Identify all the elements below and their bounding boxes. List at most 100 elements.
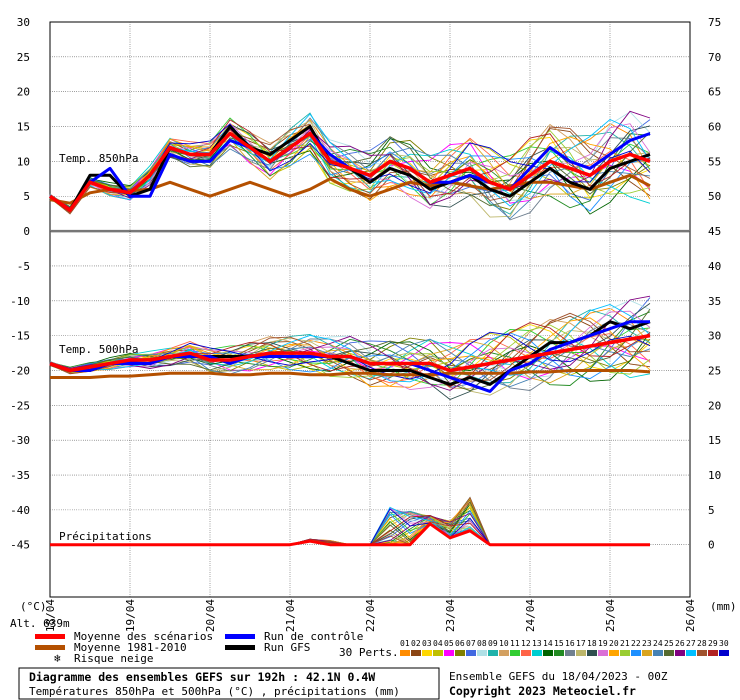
- left-tick-label: -45: [10, 539, 30, 552]
- left-tick-label: -5: [17, 260, 30, 273]
- left-tick-label: -30: [10, 434, 30, 447]
- member-number: 03: [422, 639, 432, 648]
- x-tick-label: 24/04: [524, 599, 537, 632]
- right-tick-label: 65: [708, 86, 721, 99]
- member-number: 11: [510, 639, 520, 648]
- right-tick-label: 20: [708, 399, 721, 412]
- x-tick-label: 20/04: [204, 599, 217, 632]
- member-number: 30: [719, 639, 729, 648]
- member-t500-line: [49, 324, 651, 378]
- legend-control-swatch: [225, 634, 255, 639]
- left-tick-label: 10: [17, 155, 30, 168]
- member-t850-line: [49, 110, 651, 209]
- member-swatch: [477, 650, 487, 656]
- member-number: 25: [664, 639, 674, 648]
- member-swatch: [565, 650, 575, 656]
- member-t500-line: [49, 312, 651, 382]
- member-swatch: [400, 650, 410, 656]
- right-tick-label: 0: [708, 539, 715, 552]
- x-tick-label: 21/04: [284, 599, 297, 632]
- footer-title: Diagramme des ensembles GEFS sur 192h : …: [29, 670, 375, 684]
- grid: [49, 21, 691, 598]
- member-number: 14: [543, 639, 553, 648]
- x-tick-label: 22/04: [364, 599, 377, 632]
- left-tick-label: 5: [23, 190, 30, 203]
- member-number: 12: [521, 639, 531, 648]
- member-number: 23: [642, 639, 652, 648]
- main-series: [48, 125, 651, 547]
- x-tick-label: 19/04: [124, 599, 137, 632]
- member-swatch: [488, 650, 498, 656]
- left-tick-label: -10: [10, 295, 30, 308]
- member-t850-line: [49, 136, 651, 213]
- left-tick-label: 15: [17, 121, 30, 134]
- legend-climo-swatch: [35, 645, 65, 650]
- member-number: 07: [466, 639, 476, 648]
- legend-mean-label: Moyenne des scénarios: [74, 630, 213, 643]
- left-axis-ticks: 30 25 20 15 10 5 0 -5 -10 -15 -20 -25 -30 -35 -40 -45: [10, 16, 30, 552]
- legend-climo-label: Moyenne 1981-2010: [74, 641, 187, 654]
- member-number: 20: [609, 639, 619, 648]
- left-tick-label: 20: [17, 86, 30, 99]
- left-tick-label: 25: [17, 51, 30, 64]
- member-swatch: [686, 650, 696, 656]
- member-number: 10: [499, 639, 509, 648]
- member-swatch: [422, 650, 432, 656]
- copyright: Copyright 2023 Meteociel.fr: [449, 684, 636, 698]
- right-tick-label: 40: [708, 260, 721, 273]
- right-unit: (mm): [710, 600, 737, 613]
- member-swatch: [631, 650, 641, 656]
- member-number: 05: [444, 639, 454, 648]
- member-t850-line: [49, 126, 651, 220]
- right-tick-label: 30: [708, 330, 721, 343]
- legend-mean-swatch: [35, 634, 65, 639]
- left-tick-label: 0: [23, 225, 30, 238]
- member-number: 24: [653, 639, 663, 648]
- legend-gfs-swatch: [225, 645, 255, 650]
- member-legend: 01 02 03 04 05 06 07 08 09 10 11 12 13 14 15 16 17 18 19 20…: [400, 639, 729, 656]
- member-number: 01: [400, 639, 410, 648]
- x-tick-label: 23/04: [444, 599, 457, 632]
- member-number: 19: [598, 639, 608, 648]
- member-number: 18: [587, 639, 597, 648]
- member-number: 04: [433, 639, 443, 648]
- member-t500-line: [49, 303, 651, 401]
- member-swatch: [554, 650, 564, 656]
- run-info: Ensemble GEFS du 18/04/2023 - 00Z: [449, 670, 668, 683]
- right-tick-label: 70: [708, 51, 721, 64]
- member-swatch: [444, 650, 454, 656]
- right-tick-label: 5: [708, 504, 715, 517]
- member-t850-line: [49, 129, 651, 214]
- member-swatch: [675, 650, 685, 656]
- legend: Moyenne des scénarios Moyenne 1981-2010 …: [35, 630, 729, 665]
- x-tick-label: 26/04: [684, 599, 697, 632]
- precip-mean-line: [50, 522, 650, 547]
- member-t500-line: [49, 317, 651, 387]
- member-number: 02: [411, 639, 421, 648]
- legend-gfs-label: Run GFS: [264, 641, 310, 654]
- right-tick-label: 50: [708, 190, 721, 203]
- member-number: 22: [631, 639, 641, 648]
- member-swatch: [411, 650, 421, 656]
- member-swatch: [510, 650, 520, 656]
- member-swatch: [455, 650, 465, 656]
- member-number: 26: [675, 639, 685, 648]
- member-number: 28: [697, 639, 707, 648]
- member-swatch: [521, 650, 531, 656]
- member-swatch: [532, 650, 542, 656]
- left-unit: (°C): [20, 600, 47, 613]
- member-number: 06: [455, 639, 465, 648]
- t850-panel-label: Temp. 850hPa: [59, 152, 138, 165]
- right-tick-label: 75: [708, 16, 721, 29]
- member-t500-line: [49, 338, 651, 388]
- t500-mean-line: [49, 333, 651, 373]
- member-swatch: [609, 650, 619, 656]
- right-tick-label: 15: [708, 434, 721, 447]
- member-swatch: [664, 650, 674, 656]
- member-t850-line: [49, 119, 651, 209]
- left-tick-label: -25: [10, 399, 30, 412]
- t500-climo-line: [50, 369, 651, 379]
- t500-panel-label: Temp. 500hPa: [59, 343, 138, 356]
- member-swatch: [499, 650, 509, 656]
